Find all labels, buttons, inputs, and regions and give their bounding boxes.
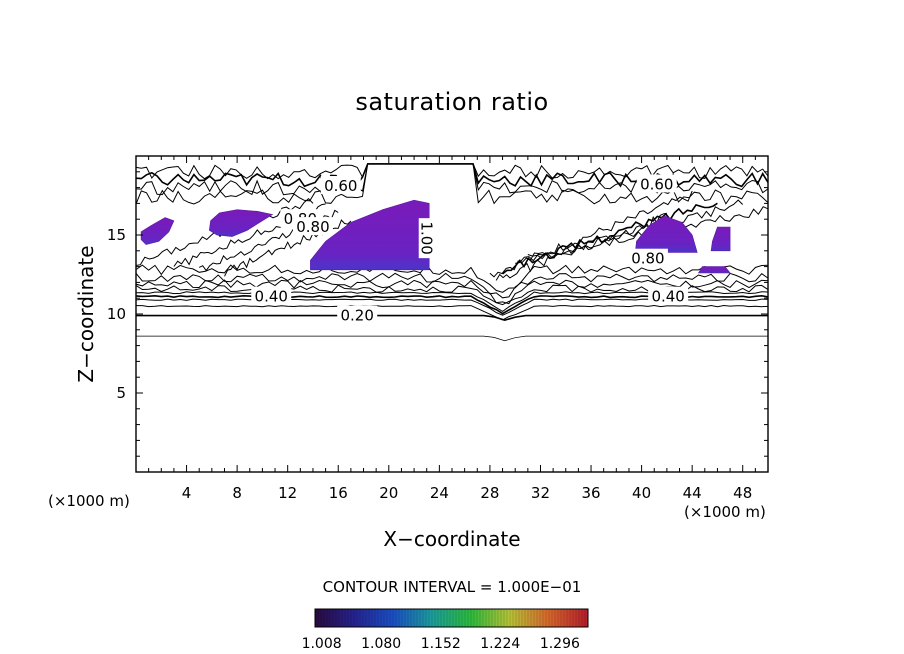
x-tick-label: 28: [480, 484, 499, 502]
x-tick-label: 8: [232, 484, 242, 502]
contour-line-5: [135, 279, 769, 305]
contour-labels: 0.200.400.400.600.600.800.800.801.00: [251, 174, 689, 325]
colorbar-tick-label: 1.080: [361, 636, 401, 652]
supersaturation-regions: [140, 199, 731, 274]
contour-label-bg: [320, 176, 361, 195]
contour-label: 1.00: [418, 221, 436, 254]
chart-title: saturation ratio: [355, 88, 549, 116]
x-tick-label: 16: [329, 484, 348, 502]
colorbar: 1.008 1.080 1.152 1.224 1.296: [302, 608, 589, 652]
colorbar-tick-label: 1.152: [421, 636, 461, 652]
x-tick-label: 12: [278, 484, 297, 502]
x-axis-ticks: 4 8 12 16 20 24 28 32 36 40 44 48: [148, 156, 756, 502]
contour-label: 0.20: [340, 307, 373, 325]
x-tick-label: 20: [379, 484, 398, 502]
contour-interval-label: CONTOUR INTERVAL = 1.000E−01: [322, 578, 582, 596]
x-axis-unit: (×1000 m): [684, 503, 766, 521]
contour-line-6: [135, 272, 769, 299]
supersaturated-region: [140, 217, 175, 245]
contour-label-bg: [636, 174, 677, 193]
contour-label: 0.80: [296, 218, 329, 236]
contour-label: 0.60: [324, 177, 357, 195]
contour-label: 0.60: [640, 175, 673, 193]
y-tick-label: 5: [116, 384, 126, 402]
x-tick-label: 4: [182, 484, 192, 502]
contour-line-0.20: [136, 314, 768, 322]
x-tick-label: 40: [632, 484, 651, 502]
x-tick-label: 44: [683, 484, 702, 502]
contour-label-bg: [337, 305, 378, 324]
contour-line-0: [136, 304, 769, 321]
contour-line-0.10: [136, 335, 768, 342]
contour-label-bg: [292, 217, 333, 236]
plot-border: [135, 155, 769, 473]
colorbar-tick-label: 1.296: [540, 636, 580, 652]
contour-label-bg: [627, 248, 668, 267]
supersaturated-region: [208, 209, 274, 237]
y-axis-unit: (×1000 m): [48, 492, 130, 510]
y-axis-ticks: 5 10 15: [107, 171, 768, 457]
x-axis-label: X−coordinate: [383, 527, 521, 551]
contour-label: 0.80: [631, 250, 664, 268]
contour-diagonal-right-4: [495, 212, 667, 281]
contour-label-bg: [251, 286, 292, 305]
contour-label: 0.40: [651, 288, 684, 306]
contour-diagonal-right-1: [502, 202, 718, 275]
x-tick-label: 36: [581, 484, 600, 502]
x-tick-label: 32: [531, 484, 550, 502]
y-tick-label: 10: [107, 305, 126, 323]
contour-diagonal-right-0: [489, 190, 693, 278]
contour-label-bg: [418, 218, 437, 259]
x-tick-label: 48: [733, 484, 752, 502]
contour-line-7: [135, 264, 769, 293]
supersaturated-region: [634, 215, 698, 253]
supersaturated-region: [697, 266, 731, 274]
supersaturated-region: [710, 226, 731, 252]
colorbar-tick-label: 1.224: [480, 636, 520, 652]
colorbar-gradient: [314, 608, 589, 628]
plot-frame: [135, 155, 769, 473]
contour-label-bg: [648, 286, 689, 305]
y-tick-label: 15: [107, 226, 126, 244]
colorbar-tick-label: 1.008: [302, 636, 342, 652]
x-tick-label: 24: [430, 484, 449, 502]
contour-label: 0.40: [255, 288, 288, 306]
